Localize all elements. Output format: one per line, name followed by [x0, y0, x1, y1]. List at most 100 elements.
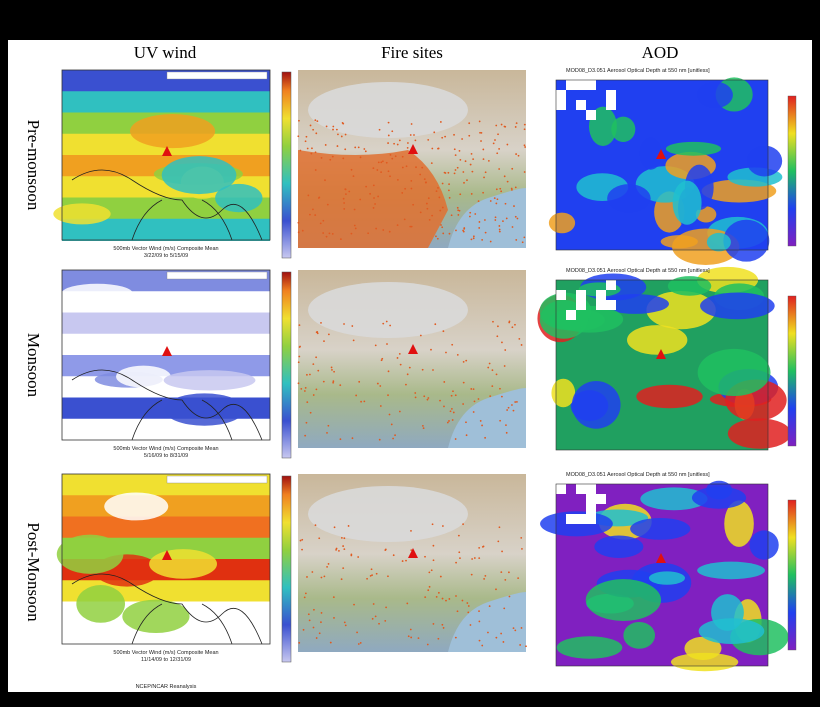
- fire-dot: [298, 355, 301, 358]
- fire-dot: [469, 215, 471, 218]
- fire-dot: [515, 122, 518, 125]
- fire-dot: [453, 133, 455, 136]
- fire-dot: [435, 235, 437, 238]
- map-credit-box: [166, 475, 268, 484]
- fire-dot: [298, 324, 301, 327]
- fire-dot: [387, 134, 390, 137]
- fire-dot: [499, 419, 502, 422]
- fire-dot: [407, 142, 409, 144]
- fire-dot: [380, 161, 383, 164]
- fire-dot: [385, 161, 388, 164]
- fire-dot: [316, 120, 319, 123]
- map-credit-box: [166, 71, 268, 80]
- fire-dot: [448, 232, 451, 235]
- aod-patch: [698, 618, 765, 645]
- fire-dot: [345, 193, 347, 196]
- fire-dot: [503, 125, 506, 128]
- fire-dot: [354, 227, 357, 230]
- fire-dot: [325, 125, 328, 128]
- map-frame: [61, 69, 271, 241]
- fire-dot: [461, 599, 464, 602]
- fire-dot: [469, 624, 472, 626]
- fire-dot: [477, 398, 480, 400]
- fire-dot: [498, 225, 501, 227]
- fire-dot: [314, 524, 317, 527]
- fire-dot: [326, 565, 328, 568]
- fire-dot: [371, 574, 373, 576]
- missing-cell: [586, 494, 596, 504]
- fire-dot: [324, 179, 326, 182]
- aod-patch: [684, 636, 722, 661]
- fire-dot: [431, 214, 434, 217]
- fire-dot: [401, 192, 404, 194]
- fire-dot: [427, 397, 430, 399]
- colorbar: [787, 295, 797, 447]
- fire-dot: [450, 214, 453, 217]
- fire-dot: [344, 133, 347, 136]
- fire-dot: [426, 643, 429, 646]
- fire-dot: [439, 121, 442, 123]
- fire-dot: [495, 636, 498, 639]
- fire-dot: [304, 434, 307, 437]
- fire-dot: [342, 545, 345, 547]
- fire-dot: [441, 206, 444, 209]
- aod-patch: [636, 384, 703, 409]
- fire-dot: [339, 384, 342, 387]
- fire-dot: [391, 157, 394, 160]
- fire-dot: [350, 168, 353, 171]
- fire-dot: [299, 539, 302, 542]
- aod-patch: [623, 622, 656, 649]
- fire-dot: [489, 240, 492, 243]
- fire-dot: [445, 599, 447, 602]
- fire-dot: [515, 153, 518, 155]
- site-marker: [656, 149, 666, 159]
- fire-dot: [499, 187, 502, 190]
- aod-patch: [556, 636, 623, 659]
- aod-patch: [548, 212, 576, 234]
- aod-patch: [700, 292, 775, 320]
- fire-dot: [432, 544, 435, 547]
- fire-dot: [462, 403, 465, 405]
- fire-dot: [457, 534, 460, 537]
- fire-dot: [387, 142, 389, 144]
- fire-dot: [513, 205, 515, 207]
- fire-dot: [442, 627, 445, 629]
- fire-dot: [356, 631, 358, 634]
- fire-dot: [337, 133, 339, 136]
- reanalysis-credit: NCEP/NCAR Reanalysis: [136, 684, 197, 690]
- fire-dot: [374, 344, 377, 347]
- fire-dot: [343, 208, 346, 210]
- fire-dot: [440, 224, 442, 226]
- fire-dot: [332, 596, 335, 599]
- fire-dot: [320, 612, 323, 614]
- fire-dot: [448, 598, 451, 600]
- fire-dot: [322, 219, 325, 222]
- fire-dot: [451, 419, 454, 421]
- fire-dot: [496, 198, 499, 201]
- fire-dot: [298, 119, 300, 122]
- fire-dot: [394, 155, 397, 158]
- fire-dot: [511, 326, 514, 329]
- colorbar: [787, 95, 797, 247]
- fire-dot: [306, 401, 309, 404]
- fire-dot: [462, 381, 465, 384]
- fire-dot: [497, 540, 500, 543]
- fire-dot: [465, 359, 468, 362]
- missing-cell: [606, 300, 616, 310]
- fire-dot: [423, 395, 426, 398]
- plateau: [308, 282, 468, 338]
- fire-dot: [390, 423, 393, 426]
- fire-dot: [320, 156, 323, 159]
- fire-dot: [499, 387, 501, 390]
- fire-dot: [311, 571, 314, 573]
- fire-dot: [430, 348, 432, 351]
- fire-dot: [455, 561, 457, 564]
- fire-dot: [424, 555, 426, 558]
- fire-dot: [469, 211, 472, 214]
- fire-dot: [312, 363, 315, 365]
- fire-dot: [324, 144, 327, 146]
- fire-dot: [472, 411, 475, 413]
- fire-dot: [412, 203, 415, 206]
- fire-dot: [347, 525, 350, 527]
- plateau: [308, 486, 468, 542]
